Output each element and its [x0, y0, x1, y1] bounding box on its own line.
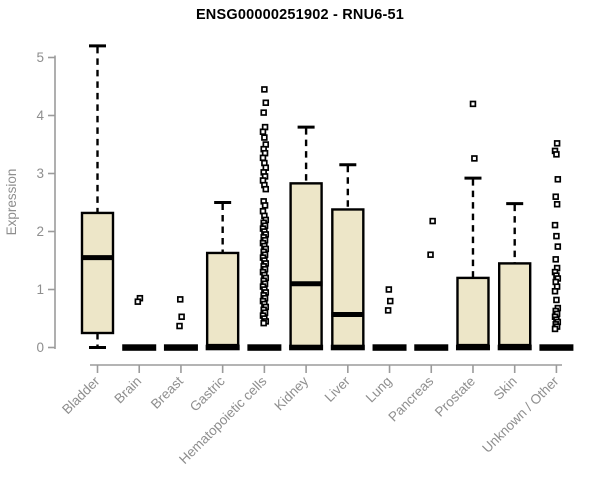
- outlier-point: [429, 217, 436, 225]
- box-lung: [372, 286, 407, 351]
- flat-box: [539, 344, 574, 351]
- outlier-point: [176, 296, 184, 303]
- outlier-point: [261, 134, 268, 141]
- outlier-point: [551, 221, 559, 229]
- outlier-point: [261, 86, 268, 93]
- x-tick-label-unknown-other: Unknown / Other: [479, 373, 562, 456]
- outlier-point: [385, 286, 393, 293]
- iqr-box: [456, 276, 490, 349]
- flat-box: [122, 344, 157, 351]
- outlier-point: [260, 319, 267, 327]
- x-tick-label-bladder: Bladder: [59, 373, 103, 417]
- outlier-point: [259, 128, 267, 135]
- outlier-point: [178, 313, 185, 321]
- outlier-point: [386, 297, 394, 305]
- outlier-point: [554, 176, 562, 183]
- flat-box: [414, 344, 449, 351]
- x-tick-label-pancreas: Pancreas: [385, 373, 436, 424]
- box-unknown-other: [539, 140, 574, 351]
- y-tick-label: 3: [36, 166, 44, 181]
- box-breast: [163, 296, 198, 351]
- box-liver: [330, 163, 365, 351]
- y-tick-label: 0: [36, 340, 44, 355]
- zero-base-bar: [455, 344, 490, 351]
- flat-box: [372, 344, 407, 351]
- y-tick-label: 2: [36, 224, 44, 239]
- outlier-point: [554, 243, 562, 250]
- outlier-point: [551, 287, 559, 295]
- y-tick-label: 4: [36, 108, 44, 123]
- x-tick-label-lung: Lung: [363, 374, 395, 406]
- outlier-point: [471, 155, 478, 162]
- x-tick-label-gastric: Gastric: [187, 373, 228, 414]
- outlier-point: [134, 298, 142, 305]
- x-tick-label-skin: Skin: [491, 374, 520, 403]
- box-skin: [497, 202, 532, 351]
- outlier-point: [552, 193, 559, 200]
- outlier-point: [260, 109, 267, 116]
- outlier-point: [262, 99, 270, 106]
- x-tick-label-kidney: Kidney: [271, 373, 311, 413]
- x-tick-label-liver: Liver: [322, 373, 354, 405]
- zero-base-bar: [289, 344, 324, 351]
- outlier-point: [469, 100, 477, 108]
- flat-box: [247, 344, 282, 351]
- outlier-point: [553, 296, 560, 304]
- outlier-point: [553, 200, 561, 208]
- box-bladder: [80, 44, 115, 349]
- box-brain: [122, 294, 157, 351]
- box-hematopoietic-cells: [247, 86, 282, 351]
- box-gastric: [205, 201, 240, 351]
- iqr-box: [331, 208, 365, 349]
- outlier-point: [259, 154, 267, 162]
- iqr-box: [205, 251, 240, 349]
- outlier-point: [384, 307, 392, 314]
- x-tick-label-prostate: Prostate: [432, 374, 478, 420]
- x-tick-label-breast: Breast: [148, 373, 186, 411]
- x-tick-label-brain: Brain: [111, 374, 144, 407]
- iqr-box: [80, 211, 115, 335]
- outlier-point: [551, 325, 559, 333]
- outlier-point: [552, 256, 559, 263]
- outlier-point: [553, 232, 560, 240]
- chart-title: ENSG00000251902 - RNU6-51: [195, 7, 405, 23]
- zero-base-bar: [205, 344, 240, 351]
- box-pancreas: [414, 217, 449, 351]
- flat-box: [163, 344, 198, 351]
- outlier-point: [427, 251, 434, 258]
- outlier-point: [261, 202, 269, 209]
- zero-base-bar: [497, 344, 532, 351]
- zero-base-bar: [330, 344, 365, 351]
- y-tick-label: 5: [36, 50, 44, 65]
- box-prostate: [455, 100, 490, 351]
- outlier-point: [553, 140, 561, 147]
- outlier-point: [262, 185, 270, 193]
- y-tick-label: 1: [36, 282, 44, 297]
- outlier-point: [553, 151, 560, 158]
- iqr-box: [498, 262, 532, 349]
- outlier-point: [176, 322, 183, 330]
- iqr-box: [289, 182, 323, 349]
- box-kidney: [289, 125, 324, 351]
